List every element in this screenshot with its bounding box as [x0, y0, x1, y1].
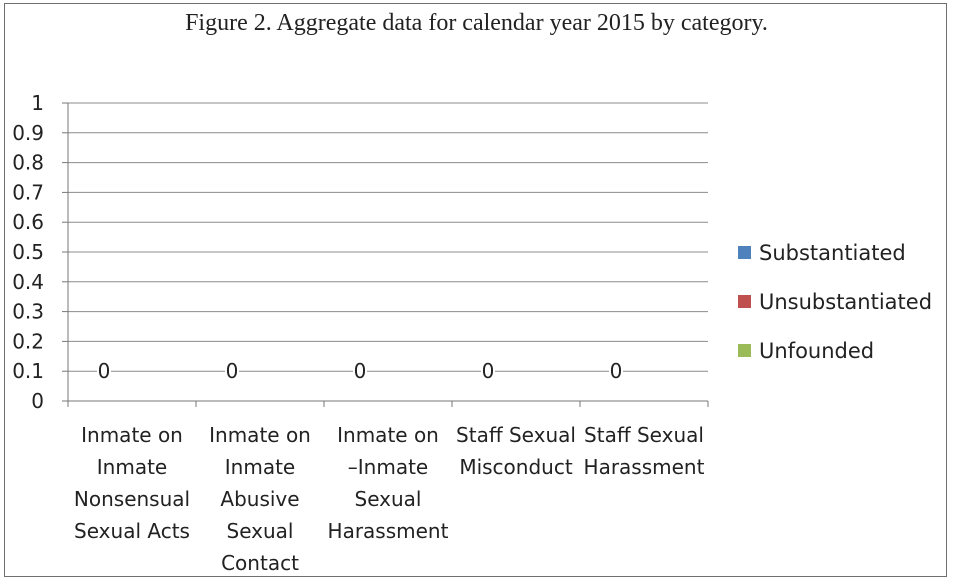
chart-legend: Substantiated Unsubstantiated Unfounded	[738, 228, 932, 375]
legend-label-unsubstantiated: Unsubstantiated	[759, 289, 933, 314]
x-tick-label: Inmate	[97, 455, 167, 479]
x-tick-label: Sexual	[355, 487, 422, 511]
x-tick-label: Harassment	[584, 455, 705, 479]
x-tick-label: Staff Sexual	[456, 423, 576, 447]
data-label-bg	[609, 361, 623, 382]
legend-item-unsubstantiated: Unsubstantiated	[738, 277, 932, 326]
data-label-bg	[481, 361, 495, 382]
y-tick-label: 0	[31, 389, 44, 413]
data-label: 0	[610, 359, 623, 383]
y-tick-label: 0.2	[12, 329, 44, 353]
legend-item-substantiated: Substantiated	[738, 228, 932, 277]
x-tick-label: Nonsensual	[74, 487, 190, 511]
x-tick-label: Misconduct	[459, 455, 573, 479]
x-tick-label: Inmate on	[209, 423, 311, 447]
y-tick-label: 0.8	[12, 151, 44, 175]
y-tick-label: 0.9	[12, 121, 44, 145]
y-tick-label: 0.5	[12, 240, 44, 264]
y-tick-label: 0.3	[12, 300, 44, 324]
chart-frame	[4, 3, 947, 577]
y-tick-label: 1	[31, 91, 44, 115]
x-tick-label: –Inmate	[348, 455, 428, 479]
x-tick-label: Contact	[221, 551, 299, 575]
legend-item-unfounded: Unfounded	[738, 326, 932, 375]
chart-title: Figure 2. Aggregate data for calendar ye…	[185, 10, 768, 36]
data-label-bg	[353, 361, 367, 382]
x-tick-label: Sexual	[227, 519, 294, 543]
y-tick-label: 0.4	[12, 270, 44, 294]
legend-swatch-unfounded	[738, 344, 751, 357]
x-tick-label: Abusive	[220, 487, 299, 511]
data-label: 0	[482, 359, 495, 383]
legend-swatch-substantiated	[738, 246, 751, 259]
x-tick-label: Inmate	[225, 455, 295, 479]
data-label: 0	[98, 359, 111, 383]
y-tick-label: 0.1	[12, 359, 44, 383]
legend-label-substantiated: Substantiated	[759, 240, 906, 265]
data-label: 0	[354, 359, 367, 383]
data-label-bg	[97, 361, 111, 382]
x-tick-label: Staff Sexual	[584, 423, 704, 447]
y-tick-label: 0.6	[12, 210, 44, 234]
legend-swatch-unsubstantiated	[738, 295, 751, 308]
x-tick-label: Sexual Acts	[74, 519, 190, 543]
data-label-bg	[225, 361, 239, 382]
y-tick-label: 0.7	[12, 180, 44, 204]
data-label: 0	[226, 359, 239, 383]
legend-label-unfounded: Unfounded	[759, 338, 875, 363]
x-tick-label: Inmate on	[81, 423, 183, 447]
x-tick-label: Harassment	[328, 519, 449, 543]
x-tick-label: Inmate on	[337, 423, 439, 447]
